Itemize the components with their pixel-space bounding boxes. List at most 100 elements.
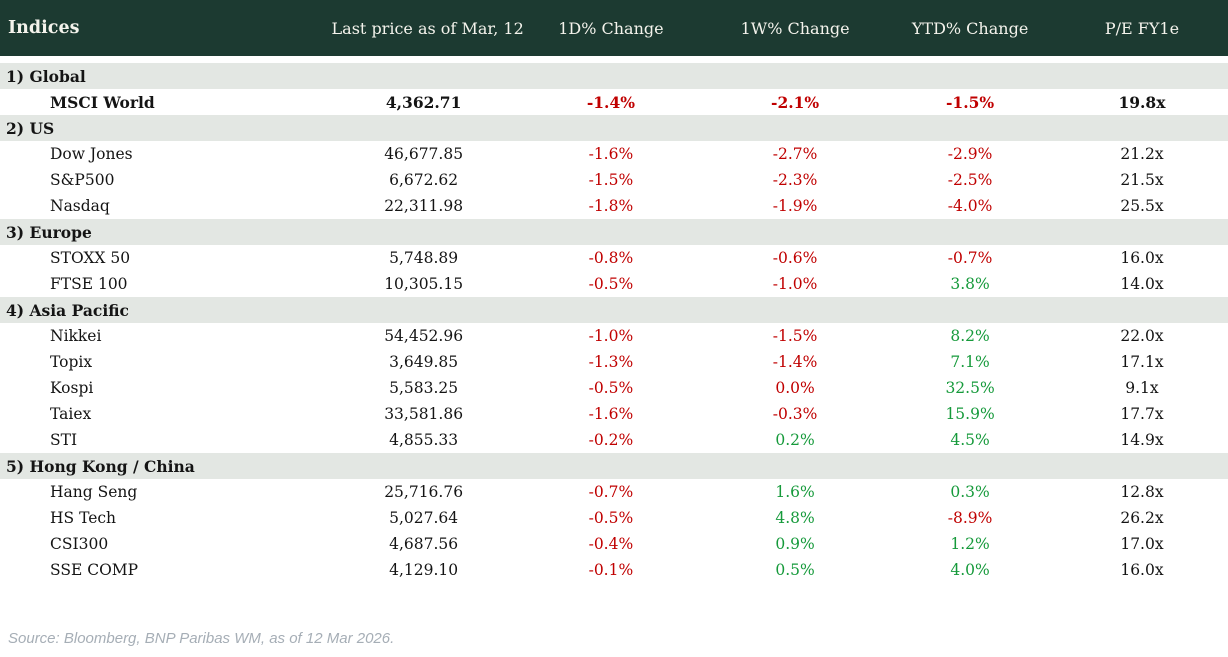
1d-change-value: -1.8% [588,197,634,215]
index-name: Kospi [50,379,94,397]
last-price: 33,581.86 [384,405,464,423]
pe-ratio: 26.2x [1120,509,1164,527]
ytd-change-value: -2.5% [947,171,993,189]
1w-change-value: -1.4% [772,353,818,371]
pe-ratio: 17.0x [1120,535,1164,553]
1w-change-value: 4.8% [775,509,815,527]
ytd-change-value: 15.9% [945,405,995,423]
last-price: 10,305.15 [384,275,464,293]
column-header-pe-fy1e: P/E FY1e [1104,18,1180,38]
index-name: HS Tech [50,509,117,527]
ytd-change-value: -0.7% [947,249,993,267]
pe-ratio: 16.0x [1120,561,1164,579]
index-row: Hang Seng 25,716.76 -0.7% 1.6% 0.3% 12.8x [0,479,1228,505]
index-row: Nikkei 54,452.96 -1.0% -1.5% 8.2% 22.0x [0,323,1228,349]
1d-change-value: -0.2% [588,431,634,449]
index-row: MSCI World 4,362.71 -1.4% -2.1% -1.5% 19.8x [0,89,1228,115]
pe-ratio: 12.8x [1120,483,1164,501]
pe-ratio: 21.5x [1120,171,1164,189]
section-label: 2) US [6,118,55,138]
1d-change-value: -0.4% [588,535,634,553]
ytd-change-value: -1.5% [945,92,995,112]
section-label: 3) Europe [6,222,92,242]
index-name: Nasdaq [50,197,110,215]
1d-change-value: -1.6% [588,145,634,163]
column-header-ytd-change: YTD% Change [911,18,1029,38]
index-row: Taiex 33,581.86 -1.6% -0.3% 15.9% 17.7x [0,401,1228,427]
index-name: S&P500 [50,171,115,189]
pe-ratio: 19.8x [1118,92,1166,112]
index-name: STI [50,431,78,449]
pe-ratio: 14.0x [1120,275,1164,293]
table-header-row: Indices Last price as of Mar, 12 1D% Cha… [0,0,1228,56]
index-row: S&P500 6,672.62 -1.5% -2.3% -2.5% 21.5x [0,167,1228,193]
last-price: 4,129.10 [389,561,459,579]
1d-change-value: -1.3% [588,353,634,371]
index-name: Topix [50,353,93,371]
pe-ratio: 9.1x [1125,379,1159,397]
column-header-indices: Indices [8,18,80,38]
index-name: FTSE 100 [50,275,128,293]
ytd-change-value: 4.0% [950,561,990,579]
section-label: 5) Hong Kong / China [6,456,195,476]
1d-change-value: -0.5% [588,379,634,397]
last-price: 5,027.64 [389,509,459,527]
ytd-change-value: 3.8% [950,275,990,293]
section-row: 4) Asia Pacific [0,297,1228,323]
ytd-change-value: -4.0% [947,197,993,215]
section-label: 1) Global [6,66,86,86]
ytd-change-value: 7.1% [950,353,990,371]
1d-change-value: -0.5% [588,509,634,527]
1w-change-value: -2.3% [772,171,818,189]
section-label: 4) Asia Pacific [6,300,129,320]
index-row: CSI300 4,687.56 -0.4% 0.9% 1.2% 17.0x [0,531,1228,557]
index-row: STOXX 50 5,748.89 -0.8% -0.6% -0.7% 16.0x [0,245,1228,271]
last-price: 4,687.56 [389,535,459,553]
ytd-change-value: -2.9% [947,145,993,163]
source-note: Source: Bloomberg, BNP Paribas WM, as of… [8,630,395,647]
pe-ratio: 16.0x [1120,249,1164,267]
1w-change-value: 0.2% [775,431,815,449]
last-price: 46,677.85 [384,145,464,163]
ytd-change-value: -8.9% [947,509,993,527]
last-price: 4,855.33 [389,431,459,449]
1w-change-value: 0.5% [775,561,815,579]
index-name: CSI300 [50,535,109,553]
pe-ratio: 25.5x [1120,197,1164,215]
index-name: Hang Seng [50,483,138,501]
ytd-change-value: 8.2% [950,327,990,345]
last-price: 4,362.71 [385,92,462,112]
section-row: 3) Europe [0,219,1228,245]
index-row: SSE COMP 4,129.10 -0.1% 0.5% 4.0% 16.0x [0,557,1228,583]
1d-change-value: -0.8% [588,249,634,267]
column-header-1w-change: 1W% Change [740,18,850,38]
section-row: 1) Global [0,63,1228,89]
last-price: 5,748.89 [389,249,459,267]
ytd-change-value: 32.5% [945,379,995,397]
last-price: 22,311.98 [384,197,464,215]
1w-change-value: 0.0% [775,379,815,397]
1d-change-value: -0.1% [588,561,634,579]
last-price: 6,672.62 [389,171,459,189]
ytd-change-value: 4.5% [950,431,990,449]
1w-change-value: 0.9% [775,535,815,553]
last-price: 3,649.85 [389,353,459,371]
index-row: Kospi 5,583.25 -0.5% 0.0% 32.5% 9.1x [0,375,1228,401]
1d-change-value: -0.5% [588,275,634,293]
1d-change-value: -0.7% [588,483,634,501]
column-header-last-price: Last price as of Mar, 12 [331,18,524,38]
1w-change-value: -0.3% [772,405,818,423]
index-name: MSCI World [50,92,155,112]
1d-change-value: -1.5% [588,171,634,189]
1d-change-value: -1.6% [588,405,634,423]
last-price: 5,583.25 [389,379,459,397]
column-header-1d-change: 1D% Change [558,18,664,38]
index-name: Taiex [50,405,92,423]
pe-ratio: 21.2x [1120,145,1164,163]
index-row: FTSE 100 10,305.15 -0.5% -1.0% 3.8% 14.0x [0,271,1228,297]
section-row: 5) Hong Kong / China [0,453,1228,479]
indices-table: Indices Last price as of Mar, 12 1D% Cha… [0,0,1228,583]
1w-change-value: -2.7% [772,145,818,163]
1w-change-value: -0.6% [772,249,818,267]
pe-ratio: 17.1x [1120,353,1164,371]
